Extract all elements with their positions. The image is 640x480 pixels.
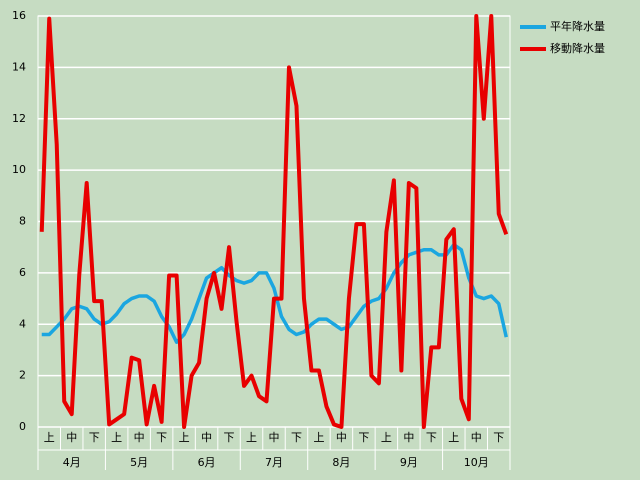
month-label: 9月 — [400, 456, 418, 469]
x-tick-label: 上 — [246, 431, 257, 444]
x-tick-label: 上 — [313, 431, 324, 444]
series-line — [39, 14, 509, 429]
x-tick-label: 下 — [89, 431, 100, 444]
month-label: 10月 — [464, 456, 489, 469]
x-tick-label: 下 — [156, 431, 167, 444]
month-label: 8月 — [332, 456, 350, 469]
x-tick-label: 下 — [291, 431, 302, 444]
y-tick-label: 12 — [12, 112, 26, 125]
x-tick-label: 中 — [403, 431, 414, 444]
y-tick-label: 6 — [19, 266, 26, 279]
x-tick-label: 下 — [224, 431, 235, 444]
x-tick-label: 中 — [134, 431, 145, 444]
month-label: 5月 — [130, 456, 148, 469]
x-tick-label: 上 — [448, 431, 459, 444]
month-label: 6月 — [198, 456, 216, 469]
y-tick-label: 10 — [12, 163, 26, 176]
x-tick-label: 中 — [201, 431, 212, 444]
y-tick-label: 8 — [19, 215, 26, 228]
y-tick-label: 2 — [19, 369, 26, 382]
series-line — [41, 242, 508, 344]
x-tick-label: 下 — [493, 431, 504, 444]
x-tick-label: 上 — [44, 431, 55, 444]
y-tick-label: 16 — [12, 9, 26, 22]
y-tick-label: 4 — [19, 317, 26, 330]
y-tick-label: 0 — [19, 420, 26, 433]
legend-label: 平年降水量 — [550, 19, 605, 33]
x-tick-label: 下 — [358, 431, 369, 444]
x-tick-label: 中 — [66, 431, 77, 444]
x-tick-label: 上 — [381, 431, 392, 444]
y-tick-label: 14 — [12, 60, 26, 73]
legend-label: 移動降水量 — [550, 41, 605, 55]
x-tick-label: 中 — [336, 431, 347, 444]
month-label: 7月 — [265, 456, 283, 469]
x-tick-label: 下 — [426, 431, 437, 444]
x-tick-label: 上 — [179, 431, 190, 444]
x-tick-label: 中 — [471, 431, 482, 444]
x-tick-label: 上 — [111, 431, 122, 444]
x-tick-label: 中 — [269, 431, 280, 444]
month-label: 4月 — [63, 456, 81, 469]
